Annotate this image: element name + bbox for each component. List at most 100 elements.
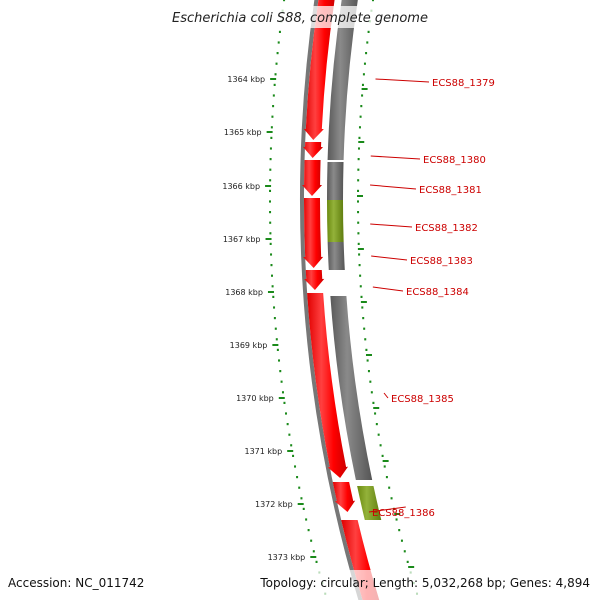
scale-dot [269, 242, 272, 245]
forward-gene[interactable] [302, 160, 323, 196]
gene-label[interactable]: ECS88_1381 [419, 185, 482, 196]
forward-gene[interactable] [332, 482, 356, 512]
scale-dot [372, 401, 375, 404]
scale-dot [272, 105, 275, 108]
callout-line [368, 506, 406, 513]
scale-dot [269, 189, 272, 192]
scale-dot [283, 401, 286, 404]
scale-dot [383, 465, 386, 468]
scale-labels: 1364 kbp 1365 kbp 1366 kbp 1367 kbp 1368… [222, 75, 305, 562]
scale-dot [403, 550, 406, 553]
scale-major-tick [310, 556, 317, 558]
scale-dot [269, 168, 272, 171]
gene-callout[interactable]: ECS88_1379 [375, 78, 495, 89]
scale-dot [357, 147, 360, 150]
footer-backdrop [0, 570, 600, 600]
gene-callouts: ECS88_1379 ECS88_1380 ECS88_1381 ECS88_1… [368, 78, 495, 519]
scale-dot [278, 30, 281, 33]
gene-callout[interactable]: ECS88_1385 [383, 392, 454, 405]
scale-dot [275, 338, 278, 341]
scale-dot [359, 274, 362, 277]
highlighted-gene[interactable] [327, 200, 344, 242]
scale-major-tick [265, 185, 272, 187]
gene-callout[interactable]: ECS88_1380 [370, 155, 486, 166]
gene-label[interactable]: ECS88_1385 [391, 394, 454, 405]
scale-dot [310, 539, 313, 542]
gene-callout[interactable]: ECS88_1386 [368, 506, 435, 519]
forward-gene[interactable] [304, 270, 325, 290]
scale-dot [398, 529, 401, 532]
gene-label[interactable]: ECS88_1380 [423, 155, 486, 166]
scale-dot [363, 327, 366, 330]
scale-major-tick [358, 141, 365, 143]
scale-dot [273, 306, 276, 309]
scale-major-tick [297, 503, 304, 505]
scale-dot [269, 147, 272, 150]
scale-dot [271, 115, 274, 118]
scale-dot [312, 550, 315, 553]
scale-dot [364, 338, 367, 341]
gene-label[interactable]: ECS88_1384 [406, 287, 469, 298]
forward-gene[interactable] [303, 0, 336, 140]
scale-major-tick [278, 397, 285, 399]
scale-dot [357, 179, 360, 182]
gene-label[interactable]: ECS88_1386 [372, 508, 435, 519]
reverse-gene[interactable] [327, 0, 360, 160]
gene-label[interactable]: ECS88_1383 [410, 256, 473, 267]
scale-dot [270, 264, 273, 267]
scale-major-tick [360, 301, 367, 303]
scale-dot [365, 348, 368, 351]
scale-dot [315, 560, 318, 563]
gene-callout[interactable]: ECS88_1381 [370, 184, 482, 196]
scale-dot [298, 486, 301, 489]
gene-callout[interactable]: ECS88_1383 [371, 255, 473, 267]
scale-dot [358, 264, 361, 267]
scale-major-tick [394, 513, 401, 515]
scale-major-tick [265, 238, 272, 240]
map-title: Escherichia coli S88, complete genome [172, 11, 428, 26]
scale-dot [357, 168, 360, 171]
reverse-gene-track [327, 0, 382, 520]
scale-dot [360, 295, 363, 298]
gene-callout[interactable]: ECS88_1382 [370, 223, 478, 234]
forward-gene[interactable] [303, 142, 324, 158]
scale-dot [270, 136, 273, 139]
scale-label-1369: 1369 kbp [230, 341, 268, 350]
scale-major-tick [365, 354, 372, 356]
scale-dot [286, 423, 289, 426]
scale-dot [395, 518, 398, 521]
scale-label-1373: 1373 kbp [268, 553, 306, 562]
gene-label[interactable]: ECS88_1379 [432, 78, 495, 89]
reverse-gene[interactable] [327, 242, 345, 270]
scale-dot [275, 62, 278, 65]
scale-dot [292, 454, 295, 457]
scale-major-tick [267, 291, 274, 293]
scale-dot [374, 412, 377, 415]
gene-callout[interactable]: ECS88_1384 [372, 286, 469, 298]
scale-dot [269, 221, 272, 224]
scale-track-inner [269, 0, 327, 595]
scale-major-tick [272, 344, 279, 346]
scale-dot [277, 41, 280, 44]
scale-dot [274, 73, 277, 76]
scale-label-1367: 1367 kbp [223, 235, 261, 244]
scale-dot [305, 518, 308, 521]
reverse-gene[interactable] [327, 162, 344, 200]
scale-dot [365, 52, 368, 55]
scale-dot [272, 94, 275, 97]
reverse-gene[interactable] [330, 296, 373, 480]
scale-dot [369, 380, 372, 383]
scale-dot [406, 560, 409, 563]
forward-gene[interactable] [303, 198, 324, 268]
scale-dot [359, 115, 362, 118]
scale-dot [366, 41, 369, 44]
scale-dot [272, 295, 275, 298]
callout-line [371, 255, 408, 261]
forward-gene-track [302, 0, 380, 600]
scale-dot [285, 412, 288, 415]
forward-gene[interactable] [307, 293, 349, 478]
gene-label[interactable]: ECS88_1382 [415, 223, 478, 234]
scale-dot [360, 105, 363, 108]
scale-major-tick [357, 248, 364, 250]
